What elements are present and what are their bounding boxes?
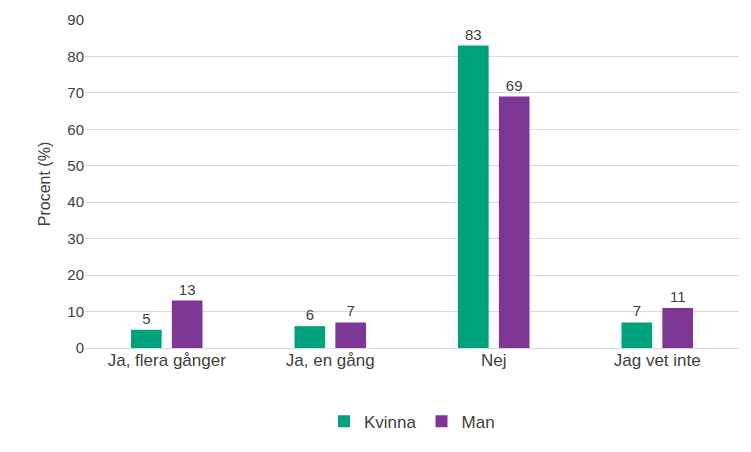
svg-text:6: 6 <box>306 306 314 323</box>
svg-text:60: 60 <box>67 121 84 138</box>
svg-text:30: 30 <box>67 230 84 247</box>
svg-text:Man: Man <box>462 413 495 432</box>
svg-text:Jag vet inte: Jag vet inte <box>614 351 701 370</box>
svg-text:70: 70 <box>67 84 84 101</box>
svg-text:50: 50 <box>67 157 84 174</box>
svg-text:90: 90 <box>67 11 84 28</box>
svg-text:Nej: Nej <box>481 351 507 370</box>
svg-text:Kvinna: Kvinna <box>364 413 417 432</box>
svg-text:Procent (%): Procent (%) <box>36 142 53 226</box>
svg-text:80: 80 <box>67 48 84 65</box>
svg-text:7: 7 <box>633 302 641 319</box>
svg-text:20: 20 <box>67 266 84 283</box>
svg-text:0: 0 <box>76 339 84 356</box>
svg-text:Ja, en gång: Ja, en gång <box>286 351 375 370</box>
svg-text:40: 40 <box>67 193 84 210</box>
svg-text:10: 10 <box>67 303 84 320</box>
svg-text:7: 7 <box>347 302 355 319</box>
svg-text:69: 69 <box>506 77 523 94</box>
svg-text:5: 5 <box>142 310 150 327</box>
svg-text:13: 13 <box>179 281 196 298</box>
svg-text:Ja, flera gånger: Ja, flera gånger <box>108 351 226 370</box>
svg-text:11: 11 <box>670 288 686 305</box>
svg-text:83: 83 <box>465 26 482 43</box>
